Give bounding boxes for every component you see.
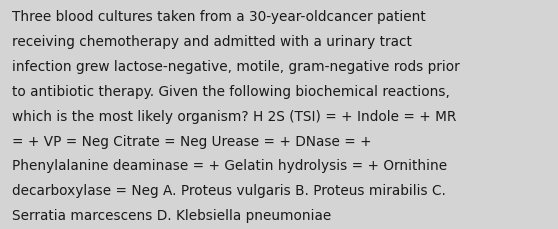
Text: Phenylalanine deaminase = + Gelatin hydrolysis = + Ornithine: Phenylalanine deaminase = + Gelatin hydr… (12, 159, 448, 173)
Text: infection grew lactose-negative, motile, gram-negative rods prior: infection grew lactose-negative, motile,… (12, 60, 460, 74)
Text: = + VP = Neg Citrate = Neg Urease = + DNase = +: = + VP = Neg Citrate = Neg Urease = + DN… (12, 134, 372, 148)
Text: to antibiotic therapy. Given the following biochemical reactions,: to antibiotic therapy. Given the followi… (12, 85, 450, 98)
Text: decarboxylase = Neg A. Proteus vulgaris B. Proteus mirabilis C.: decarboxylase = Neg A. Proteus vulgaris … (12, 183, 446, 197)
Text: Three blood cultures taken from a 30-year-oldcancer patient: Three blood cultures taken from a 30-yea… (12, 10, 426, 24)
Text: receiving chemotherapy and admitted with a urinary tract: receiving chemotherapy and admitted with… (12, 35, 412, 49)
Text: Serratia marcescens D. Klebsiella pneumoniae: Serratia marcescens D. Klebsiella pneumo… (12, 208, 331, 222)
Text: which is the most likely organism? H 2S (TSI) = + Indole = + MR: which is the most likely organism? H 2S … (12, 109, 456, 123)
